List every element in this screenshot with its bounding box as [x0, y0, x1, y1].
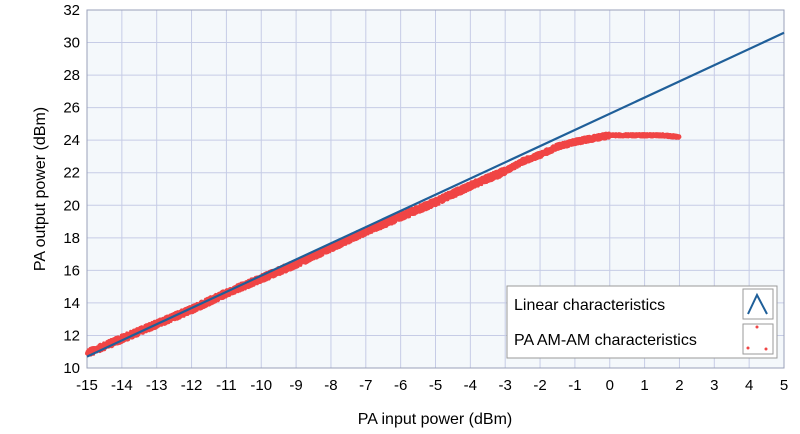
scatter-point: [275, 271, 279, 275]
scatter-point: [449, 194, 453, 198]
scatter-point: [553, 147, 557, 152]
scatter-point: [512, 162, 516, 166]
scatter-point: [475, 182, 479, 186]
scatter-point: [234, 288, 239, 292]
scatter-point: [496, 176, 500, 180]
scatter-point: [168, 314, 172, 318]
scatter-point: [285, 265, 290, 269]
scatter-point: [97, 343, 101, 347]
scatter-point: [94, 346, 98, 350]
scatter-point: [133, 328, 137, 332]
scatter-point: [167, 320, 171, 325]
scatter-point: [110, 338, 114, 342]
scatter-point: [267, 275, 271, 280]
scatter-point: [371, 226, 375, 230]
scatter-point: [378, 225, 382, 229]
scatter-point: [405, 210, 409, 215]
scatter-point: [400, 211, 404, 215]
scatter-point: [566, 143, 570, 147]
scatter-point: [384, 218, 388, 222]
scatter-point: [434, 203, 438, 207]
scatter-point: [308, 253, 312, 257]
scatter-point: [396, 213, 400, 217]
scatter-point: [303, 257, 307, 261]
scatter-point: [383, 221, 388, 225]
scatter-point: [193, 308, 197, 312]
scatter-point: [348, 235, 352, 239]
scatter-point: [427, 201, 431, 205]
scatter-point: [411, 212, 415, 216]
scatter-point: [150, 321, 154, 325]
scatter-point: [246, 285, 250, 289]
scatter-point: [264, 276, 268, 280]
scatter-point: [271, 271, 275, 275]
scatter-point: [147, 322, 152, 326]
scatter-point: [219, 296, 223, 301]
scatter-point: [517, 160, 522, 164]
scatter-point: [142, 325, 147, 329]
scatter-point: [560, 144, 564, 148]
scatter-point: [361, 234, 365, 238]
scatter-point: [383, 224, 387, 228]
scatter-point: [632, 132, 636, 136]
scatter-point: [344, 237, 348, 241]
scatter-point: [447, 191, 451, 195]
scatter-point: [468, 187, 472, 191]
scatter-point: [161, 322, 165, 326]
scatter-point: [406, 214, 410, 218]
scatter-point: [443, 194, 447, 198]
scatter-point: [498, 173, 502, 177]
scatter-point: [319, 253, 323, 257]
scatter-point: [547, 147, 551, 151]
scatter-point: [93, 348, 97, 352]
scatter-point: [483, 180, 487, 184]
plot-border: [86, 9, 785, 369]
scatter-point: [138, 326, 142, 330]
scatter-point: [285, 268, 289, 272]
scatter-point: [446, 194, 450, 198]
scatter-point: [175, 315, 179, 319]
scatter-point: [459, 191, 463, 195]
scatter-point: [102, 341, 106, 345]
scatter-point: [114, 336, 118, 340]
scatter-point: [270, 273, 274, 278]
scatter-point: [253, 282, 257, 286]
scatter-point: [436, 201, 440, 205]
